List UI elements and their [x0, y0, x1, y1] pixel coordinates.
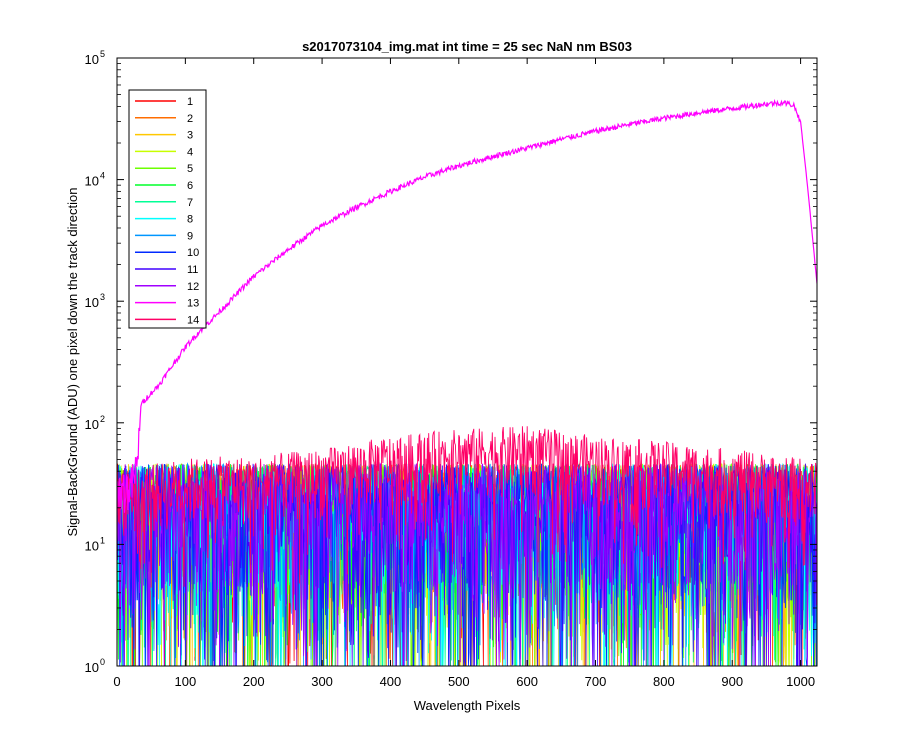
legend-label: 5: [187, 163, 193, 175]
legend-label: 14: [187, 314, 199, 326]
x-axis-label: Wavelength Pixels: [414, 698, 521, 713]
legend-label: 1: [187, 96, 193, 108]
y-tick-label: 10: [85, 660, 99, 675]
legend-entry-7: 7: [135, 197, 193, 209]
y-axis-label: Signal-BackGround (ADU) one pixel down t…: [65, 187, 80, 536]
legend-entry-11: 11: [135, 264, 198, 276]
x-tick-label: 600: [516, 674, 538, 689]
y-tick-exponent: 4: [100, 171, 105, 181]
legend-box: [128, 89, 207, 329]
plot-area-frame: [116, 57, 818, 667]
y-tick-label: 10: [85, 295, 99, 310]
x-tick-label: 400: [380, 674, 402, 689]
legend-entry-13: 13: [135, 298, 199, 310]
legend-label: 3: [187, 130, 193, 142]
x-tick-label: 900: [721, 674, 743, 689]
legend-entry-1: 1: [135, 96, 193, 108]
y-tick-exponent: 1: [100, 535, 105, 545]
y-tick-exponent: 3: [100, 292, 105, 302]
legend-entry-9: 9: [135, 230, 193, 242]
legend-label: 12: [187, 281, 199, 293]
legend-entry-10: 10: [135, 247, 199, 259]
x-tick-label: 100: [175, 674, 197, 689]
legend-label: 9: [187, 230, 193, 242]
legend-label: 11: [187, 264, 198, 276]
legend-entry-6: 6: [135, 180, 193, 192]
y-tick-exponent: 0: [100, 657, 105, 667]
legend-label: 10: [187, 247, 199, 259]
x-tick-label: 200: [243, 674, 265, 689]
y-tick-label: 10: [85, 538, 99, 553]
legend-label: 6: [187, 180, 193, 192]
legend-entry-4: 4: [135, 146, 193, 158]
legend-entry-12: 12: [135, 281, 199, 293]
series-13-line: [117, 98, 817, 516]
series-layer: [117, 98, 817, 666]
legend-entry-8: 8: [135, 214, 193, 226]
x-tick-label: 1000: [786, 674, 815, 689]
y-tick-exponent: 2: [100, 414, 105, 424]
legend-label: 2: [187, 113, 193, 125]
legend-label: 13: [187, 298, 199, 310]
x-axis: 0 100 200 300 400 500 600 700 800 900 1000: [113, 58, 815, 689]
legend-entry-5: 5: [135, 163, 193, 175]
chart-title: s2017073104_img.mat int time = 25 sec Na…: [302, 39, 632, 54]
legend-entry-14: 14: [135, 314, 199, 326]
y-tick-label: 10: [85, 174, 99, 189]
x-tick-label: 500: [448, 674, 470, 689]
y-tick-label: 10: [85, 417, 99, 432]
legend-label: 4: [187, 146, 193, 158]
y-tick-exponent: 5: [100, 49, 105, 59]
legend-label: 7: [187, 197, 193, 209]
x-tick-label: 0: [113, 674, 120, 689]
x-tick-label: 700: [585, 674, 607, 689]
legend-entry-2: 2: [135, 113, 193, 125]
x-tick-label: 300: [311, 674, 333, 689]
series-12-line: [117, 462, 817, 666]
legend-label: 8: [187, 214, 193, 226]
y-tick-label: 10: [85, 52, 99, 67]
x-tick-label: 800: [653, 674, 675, 689]
legend-entry-3: 3: [135, 130, 193, 142]
series-14-line: [117, 426, 817, 588]
